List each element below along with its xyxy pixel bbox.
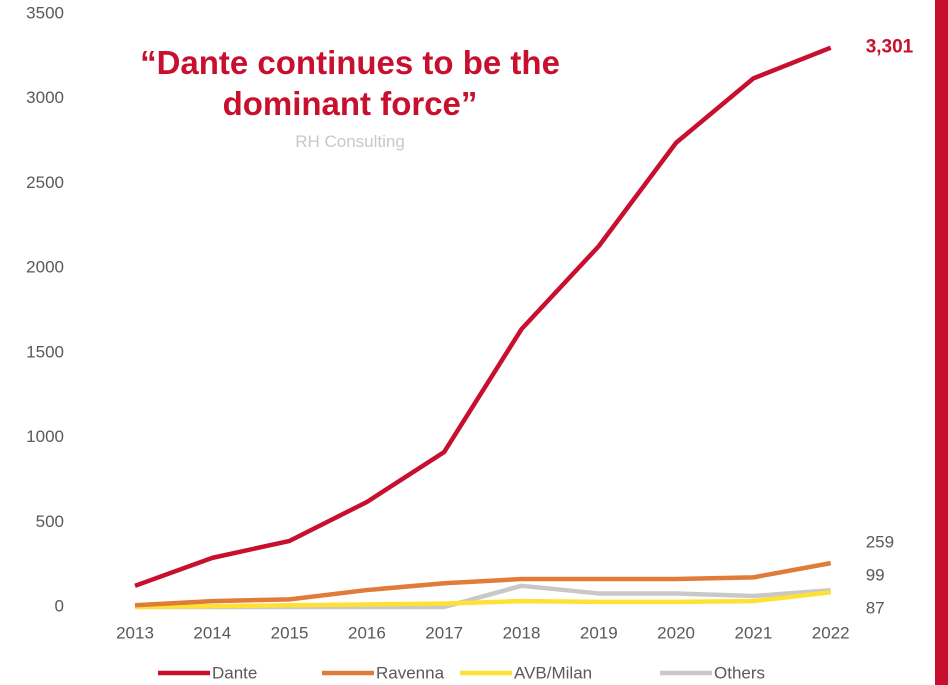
series-line [134,560,832,608]
y-tick-label: 0 [55,596,64,615]
data-label: 99 [866,566,885,585]
series-line [134,590,831,610]
y-tick-label: 2500 [26,173,64,192]
x-tick-label: 2017 [425,623,463,642]
series-line [134,45,832,588]
x-tick-label: 2015 [271,623,309,642]
x-tick-label: 2014 [193,623,231,642]
x-tick-label: 2016 [348,623,386,642]
x-tick-label: 2019 [580,623,618,642]
x-tick-label: 2020 [657,623,695,642]
legend-label: AVB/Milan [514,663,592,682]
x-tick-label: 2021 [734,623,772,642]
y-tick-label: 1000 [26,427,64,446]
accent-bar [935,0,948,685]
x-tick-label: 2022 [812,623,850,642]
x-tick-label: 2013 [116,623,154,642]
data-label: 3,301 [866,37,914,58]
legend-label: Others [714,663,765,682]
data-label: 259 [866,533,894,552]
y-tick-label: 500 [36,512,64,531]
y-tick-label: 2000 [26,258,64,277]
y-tick-label: 3000 [26,88,64,107]
y-tick-label: 3500 [26,3,64,22]
legend-label: Ravenna [376,663,445,682]
chart-title: “Dante continues to be the dominant forc… [140,44,560,122]
legend-label: Dante [212,663,257,682]
y-tick-label: 1500 [26,342,64,361]
chart-subtitle: RH Consulting [295,132,405,151]
x-tick-label: 2018 [503,623,541,642]
data-label: 87 [866,599,885,618]
